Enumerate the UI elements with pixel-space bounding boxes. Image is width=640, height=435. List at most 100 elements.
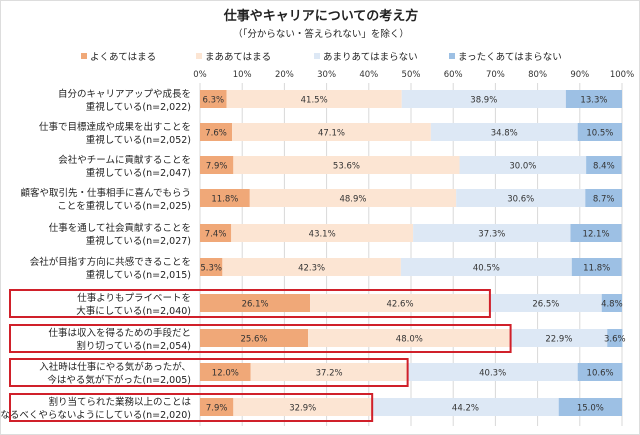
bar-segment (200, 329, 309, 347)
bar-segment (565, 90, 622, 108)
x-tick-label: 0% (193, 70, 207, 80)
bar-segment (233, 398, 373, 416)
data-label: 8.4% (593, 162, 615, 172)
category-label: 入社時は仕事にやる気があったが、 (39, 361, 191, 373)
category-label: 重視している(n=2,047) (86, 167, 191, 179)
category-label: 重視している(n=2,052) (86, 134, 191, 146)
bar-segment (577, 363, 623, 381)
data-label: 34.8% (491, 129, 518, 139)
x-tick-label: 30% (317, 70, 336, 80)
data-label: 6.3% (202, 96, 224, 106)
category-label: 割り当てられた業務以上のことは (48, 396, 191, 408)
legend-label: まああてはまる (205, 52, 271, 63)
category-label: 仕事で目標達成や成果を出すことを (39, 121, 191, 133)
data-label: 12.0% (212, 369, 239, 379)
bar-segment (200, 224, 232, 242)
data-label: 32.9% (289, 404, 316, 414)
bars: 6.3% 41.5% 38.9% 13.3% 7.6% 47.1% 34.8% 10.5% 7.… (200, 90, 626, 416)
bar-segment (607, 329, 623, 347)
bar-segment (200, 123, 233, 141)
category-label: 重視している(n=2,022) (86, 101, 191, 113)
data-label: 7.6% (205, 129, 227, 139)
x-tick-label: 90% (570, 70, 589, 80)
bar-segment (200, 294, 311, 312)
data-label: 13.3% (580, 96, 607, 106)
bar-segment (510, 329, 608, 347)
x-tick-label: 60% (444, 70, 463, 80)
highlight-box (9, 289, 491, 318)
data-label: 38.9% (470, 96, 497, 106)
legend-label: まったくあてはまらない (458, 52, 562, 63)
data-label: 40.3% (479, 369, 506, 379)
data-label: 26.1% (242, 300, 269, 310)
legend: よくあてはまる まああてはまる あまりあてはまらない まったくあてはまらない (81, 52, 562, 63)
category-label: 自分のキャリアアップや成長を (58, 88, 191, 100)
data-label: 37.3% (478, 230, 505, 240)
data-label: 4.8% (601, 300, 623, 310)
category-label: 割り切っている(n=2,054) (76, 340, 191, 352)
category-label: 顧客や取引先・仕事相手に喜んでもらう (20, 187, 191, 199)
data-label: 12.1% (583, 230, 610, 240)
category-label: なるべくやらないようにしている(n=2,020) (1, 410, 191, 421)
x-tick-label: 20% (275, 70, 294, 80)
data-label: 47.1% (318, 129, 345, 139)
data-label: 48.0% (396, 335, 423, 345)
category-label: 重視している(n=2,015) (86, 269, 191, 281)
x-axis-ticks: 0% 10% 20% 30% 40% 50% 60% 70% 80% 90% 100% (193, 70, 634, 80)
data-label: 15.0% (577, 404, 604, 414)
category-label: ことを重視している(n=2,025) (57, 200, 191, 212)
highlight-boxes (9, 289, 512, 422)
legend-swatch (449, 53, 455, 59)
category-label: 今はやる気が下がった(n=2,005) (47, 374, 191, 386)
data-label: 43.1% (309, 230, 336, 240)
legend-label: よくあてはまる (90, 52, 156, 63)
bar-segment (249, 189, 457, 207)
category-label: 仕事は収入を得るための手段だと (48, 327, 191, 339)
data-label: 40.5% (473, 264, 500, 274)
data-label: 37.2% (316, 369, 343, 379)
bar-segment (200, 189, 250, 207)
bar-segment (577, 123, 622, 141)
x-tick-label: 10% (233, 70, 252, 80)
data-label: 7.9% (206, 162, 228, 172)
bar-segment (558, 398, 622, 416)
bar-segment (372, 398, 559, 416)
data-label: 30.6% (507, 195, 534, 205)
data-label: 26.5% (532, 300, 559, 310)
category-label: 大事にしている(n=2,040) (76, 305, 191, 317)
bar-segment (400, 258, 572, 276)
data-label: 3.6% (604, 335, 626, 345)
bar-segment (489, 294, 602, 312)
bar-segment (407, 363, 578, 381)
bar-segment (570, 224, 622, 242)
chart-title: 仕事やキャリアについての考え方 (223, 8, 419, 24)
bar-segment (456, 189, 586, 207)
highlight-box (9, 393, 374, 422)
data-label: 25.6% (241, 335, 268, 345)
bar-segment (200, 258, 223, 276)
data-label: 10.6% (587, 369, 614, 379)
legend-swatch (314, 53, 320, 59)
bar-segment (310, 294, 490, 312)
bar-segment (459, 156, 587, 174)
data-label: 11.8% (583, 264, 610, 274)
data-label: 41.5% (301, 96, 328, 106)
bar-segment (200, 398, 234, 416)
data-label: 7.4% (205, 230, 227, 240)
bar-segment (200, 156, 234, 174)
legend-label: あまりあてはまらない (323, 52, 418, 63)
data-label: 7.9% (206, 404, 228, 414)
bar-segment (231, 224, 414, 242)
data-label: 44.2% (452, 404, 479, 414)
bar-segment (401, 90, 566, 108)
category-label: 重視している(n=2,027) (86, 235, 191, 247)
bar-segment (585, 189, 622, 207)
bar-segment (601, 294, 622, 312)
category-label: 会社が目指す方向に共感できることを (30, 256, 191, 268)
x-tick-label: 100% (610, 70, 634, 80)
highlight-box (9, 324, 512, 353)
bar-segment (233, 156, 460, 174)
